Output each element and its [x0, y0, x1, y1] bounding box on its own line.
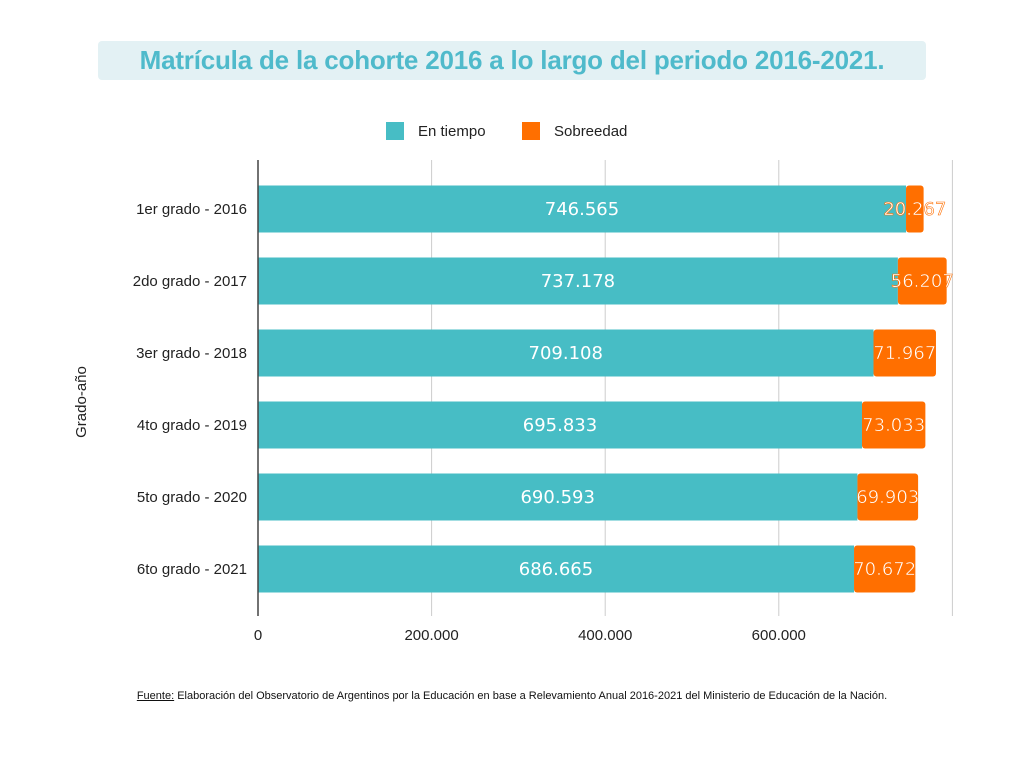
bar-en-tiempo [258, 329, 874, 377]
category-label: 1er grado - 2016 [136, 201, 247, 218]
x-tick-label: 400.000 [578, 627, 632, 644]
data-label-en-tiempo: 695.833 [523, 415, 597, 436]
footnote-source-label: Fuente: [136, 690, 175, 702]
category-label: 3er grado - 2018 [136, 345, 247, 362]
legend-label: Sobreedad [554, 123, 627, 140]
bar-sobreedad [897, 257, 947, 305]
data-label-en-tiempo: 709.108 [529, 343, 603, 364]
data-label-en-tiempo: 737.178 [541, 271, 615, 292]
bar-sobreedad [857, 473, 919, 521]
bar-en-tiempo [258, 545, 855, 593]
bar-sobreedad [861, 401, 926, 449]
bar-en-tiempo [258, 473, 858, 521]
data-label-sobreedad: 73.033 [862, 415, 925, 436]
data-label-sobreedad: 20.267 [883, 199, 946, 220]
x-tick-label: 0 [254, 627, 262, 644]
category-label: 5to grado - 2020 [137, 489, 247, 506]
data-label-sobreedad: 56.207 [891, 271, 954, 292]
bar-sobreedad [873, 329, 936, 377]
legend-swatch [522, 122, 540, 140]
data-label-en-tiempo: 746.565 [545, 199, 619, 220]
category-label: 4to grado - 2019 [137, 417, 247, 434]
data-label-sobreedad: 71.967 [873, 343, 936, 364]
data-label-sobreedad: 69.903 [856, 487, 919, 508]
bar-chart: 0 200.000 400.000 600.000 Grado-año En tiempo… [73, 122, 954, 644]
data-label-sobreedad: 70.672 [853, 559, 916, 580]
category-label: 2do grado - 2017 [133, 273, 247, 290]
footnote-text: Elaboración del Observatorio de Argentin… [174, 690, 888, 702]
title-background: Matrícula de la cohorte 2016 a lo largo … [98, 41, 926, 80]
x-tick-label: 200.000 [404, 627, 458, 644]
x-tick-label: 600.000 [752, 627, 806, 644]
legend-swatch [386, 122, 404, 140]
chart-title: Matrícula de la cohorte 2016 a lo largo … [139, 45, 885, 75]
bar-en-tiempo [258, 401, 862, 449]
data-label-en-tiempo: 690.593 [520, 487, 594, 508]
bar-sobreedad [854, 545, 916, 593]
category-label: 6to grado - 2021 [137, 561, 247, 578]
legend-label: En tiempo [418, 123, 486, 140]
footnote: Fuente: Elaboración del Observatorio de … [0, 690, 1024, 702]
y-axis-label: Grado-año [73, 366, 90, 438]
data-label-en-tiempo: 686.665 [519, 559, 593, 580]
bar-en-tiempo [258, 257, 898, 305]
bar-sobreedad [906, 185, 924, 233]
bar-en-tiempo [258, 185, 907, 233]
